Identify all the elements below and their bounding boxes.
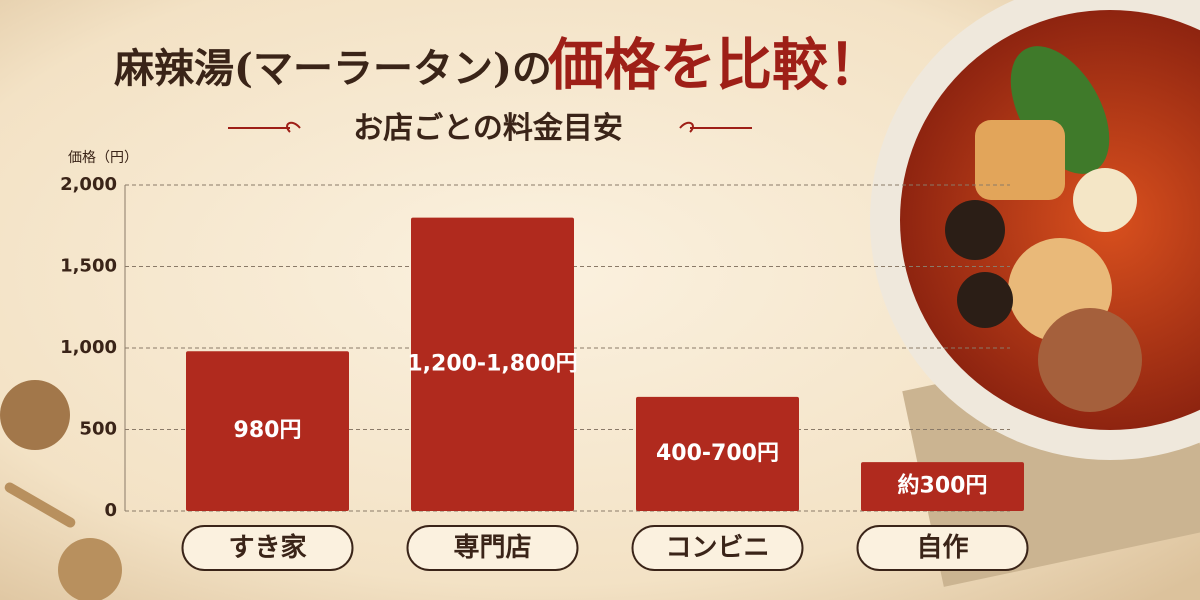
- category-pill: [181, 525, 354, 571]
- value-label: 400-700円: [656, 441, 779, 466]
- y-tick-label: 0: [104, 500, 117, 521]
- x-tick-label: 専門店: [453, 533, 531, 563]
- bar: [861, 462, 1024, 511]
- x-tick-label: 自作: [916, 532, 968, 563]
- category-pill: [631, 525, 804, 571]
- value-label: 980円: [234, 418, 302, 443]
- category-pill: [406, 525, 579, 571]
- bar: [411, 217, 574, 511]
- y-tick-label: 2,000: [60, 174, 117, 195]
- y-axis-label: 価格（円）: [68, 150, 138, 166]
- category-pill: [856, 525, 1029, 571]
- bar: [636, 396, 799, 511]
- y-tick-label: 1,000: [60, 337, 117, 358]
- title-part2: 価格を比較！: [547, 33, 884, 99]
- value-label: 1,200-1,800円: [407, 351, 577, 376]
- x-tick-label: すき家: [228, 532, 306, 563]
- title-part1: 麻辣湯(マーラータン)の: [114, 45, 552, 92]
- y-tick-label: 1,500: [60, 256, 117, 277]
- x-tick-label: コンビニ: [665, 533, 769, 563]
- bar: [186, 351, 349, 511]
- value-label: 約300円: [898, 473, 988, 499]
- subtitle: お店ごとの料金目安: [353, 111, 623, 146]
- y-tick-label: 500: [79, 419, 117, 440]
- subtitle-ornament: [228, 121, 752, 133]
